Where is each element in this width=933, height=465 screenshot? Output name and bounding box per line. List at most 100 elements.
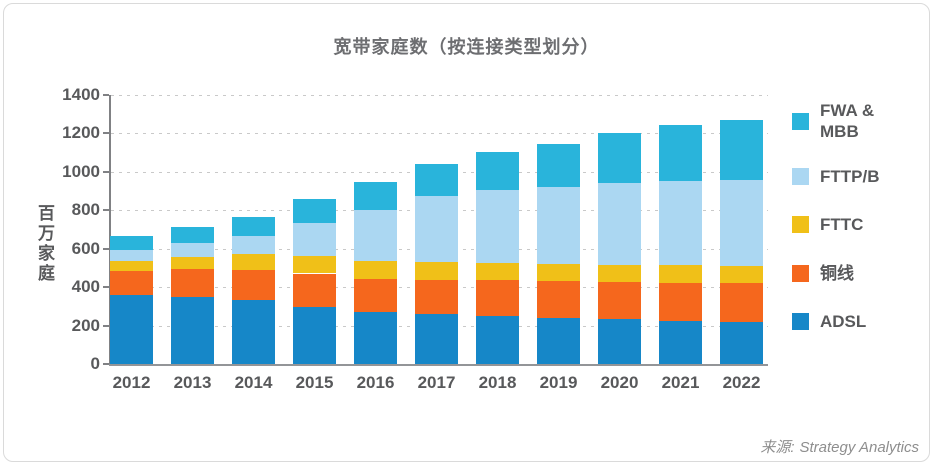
bar-segment-fttc-2014 <box>232 254 275 270</box>
bar-segment-fttc-2021 <box>659 265 702 283</box>
bar-segment-adsl-2021 <box>659 320 702 364</box>
y-tick-label: 200 <box>71 315 100 335</box>
y-tick-mark <box>103 170 109 173</box>
bar-segment-adsl-2012 <box>110 294 153 364</box>
bar-segment-copper-line-2017 <box>415 280 458 315</box>
bar-segment-fttp-b-2014 <box>232 235 275 255</box>
bar-segment-fttc-2019 <box>537 264 580 281</box>
legend-label-adsl: ADSL <box>820 312 867 331</box>
x-tick-label: 2021 <box>661 373 700 392</box>
x-tick-label: 2012 <box>112 373 151 392</box>
y-axis <box>109 95 111 366</box>
bar-segment-adsl-2018 <box>476 315 519 364</box>
y-tick-label: 0 <box>90 354 100 373</box>
bar-segment-copper-line-2016 <box>354 278 397 313</box>
bar-segment-fwa-mbb-2016 <box>354 181 397 211</box>
x-axis <box>109 364 768 366</box>
bar-segment-adsl-2015 <box>293 307 336 364</box>
legend-swatch-fttp-b <box>792 168 809 185</box>
legend-label-fttp-b: FTTP/B <box>820 167 880 186</box>
bar-segment-fwa-mbb-2022 <box>720 119 763 181</box>
legend-item-fwa-mbb: FWA & MBB <box>792 100 874 142</box>
bar-segment-fttc-2020 <box>598 264 641 282</box>
bar-segment-copper-line-2013 <box>171 268 214 297</box>
bar-segment-fttc-2016 <box>354 261 397 279</box>
bar-segment-fttc-2012 <box>110 260 153 272</box>
legend-label-fttc: FTTC <box>820 215 864 234</box>
legend-item-fttc: FTTC <box>792 214 863 235</box>
bar-segment-fwa-mbb-2012 <box>110 236 153 251</box>
y-tick-label: 1400 <box>62 85 100 104</box>
x-tick-label: 2017 <box>417 373 456 392</box>
bar-segment-fttp-b-2019 <box>537 186 580 265</box>
legend-swatch-fwa-mbb <box>792 112 809 130</box>
legend-item-fttp-b: FTTP/B <box>792 166 880 187</box>
legend: FWA & MBB FTTP/B FTTC 铜线 ADSL <box>792 0 930 465</box>
bar-segment-adsl-2017 <box>415 314 458 364</box>
bar-segment-fwa-mbb-2020 <box>598 133 641 184</box>
legend-swatch-copper-line <box>792 265 809 282</box>
y-axis-label: 百万家庭 <box>35 204 54 284</box>
bar-segment-copper-line-2021 <box>659 282 702 321</box>
bar-segment-fttp-b-2017 <box>415 196 458 262</box>
bar-segment-fwa-mbb-2019 <box>537 143 580 187</box>
x-tick-label: 2016 <box>356 373 395 392</box>
bar-segment-adsl-2020 <box>598 319 641 364</box>
bar-segment-fttp-b-2016 <box>354 210 397 261</box>
bar-segment-fwa-mbb-2013 <box>171 227 214 243</box>
bar-segment-fttp-b-2013 <box>171 242 214 258</box>
bar-segment-adsl-2013 <box>171 296 214 364</box>
x-tick-label: 2019 <box>539 373 578 392</box>
x-tick-label: 2018 <box>478 373 517 392</box>
bar-segment-adsl-2016 <box>354 312 397 364</box>
bar-segment-fttc-2015 <box>293 256 336 274</box>
bar-segment-fttp-b-2021 <box>659 180 702 266</box>
y-tick-mark <box>103 94 109 96</box>
y-tick-mark <box>103 363 109 365</box>
y-tick-mark <box>103 209 109 212</box>
bar-segment-copper-line-2018 <box>476 280 519 316</box>
bar-segment-fttc-2018 <box>476 262 519 281</box>
bar-segment-fttc-2013 <box>171 257 214 269</box>
bar-segment-fwa-mbb-2017 <box>415 163 458 197</box>
y-tick-label: 600 <box>71 238 100 258</box>
bar-segment-fttp-b-2018 <box>476 189 519 263</box>
bar-segment-copper-line-2014 <box>232 269 275 300</box>
gridline <box>111 133 768 135</box>
legend-swatch-adsl <box>792 313 809 330</box>
bar-segment-fttp-b-2015 <box>293 222 336 257</box>
bar-segment-fwa-mbb-2018 <box>476 152 519 190</box>
bar-segment-fwa-mbb-2015 <box>293 199 336 223</box>
y-tick-label: 800 <box>71 200 100 220</box>
bar-segment-fwa-mbb-2021 <box>659 124 702 181</box>
bar-segment-copper-line-2012 <box>110 271 153 295</box>
x-tick-label: 2015 <box>295 373 334 392</box>
canvas-border <box>3 3 930 462</box>
x-tick-label: 2022 <box>722 373 761 392</box>
legend-item-adsl: ADSL <box>792 311 866 332</box>
bar-segment-adsl-2014 <box>232 299 275 364</box>
y-tick-mark <box>103 247 109 250</box>
bar-segment-copper-line-2015 <box>293 273 336 308</box>
source-label: 来源: <box>760 439 795 456</box>
x-tick-label: 2020 <box>600 373 639 392</box>
bar-segment-fttp-b-2020 <box>598 183 641 265</box>
bar-segment-copper-line-2020 <box>598 281 641 320</box>
bar-segment-copper-line-2022 <box>720 283 763 323</box>
bar-segment-fttp-b-2022 <box>720 180 763 267</box>
bar-segment-copper-line-2019 <box>537 280 580 318</box>
bar-segment-fttc-2017 <box>415 261 458 281</box>
legend-label-copper-line: 铜线 <box>820 264 854 283</box>
y-tick-label: 1000 <box>62 161 100 181</box>
bar-segment-fttp-b-2012 <box>110 250 153 261</box>
source-value: Strategy Analytics <box>799 439 920 456</box>
bar-segment-adsl-2019 <box>537 317 580 364</box>
bar-segment-fwa-mbb-2014 <box>232 216 275 236</box>
legend-label-fwa-mbb: FWA & MBB <box>820 101 875 141</box>
y-tick-label: 400 <box>71 277 100 297</box>
legend-swatch-fttc <box>792 216 809 233</box>
legend-item-copper-line: 铜线 <box>792 263 854 284</box>
y-tick-mark <box>103 132 109 135</box>
bar-segment-fttc-2022 <box>720 266 763 284</box>
